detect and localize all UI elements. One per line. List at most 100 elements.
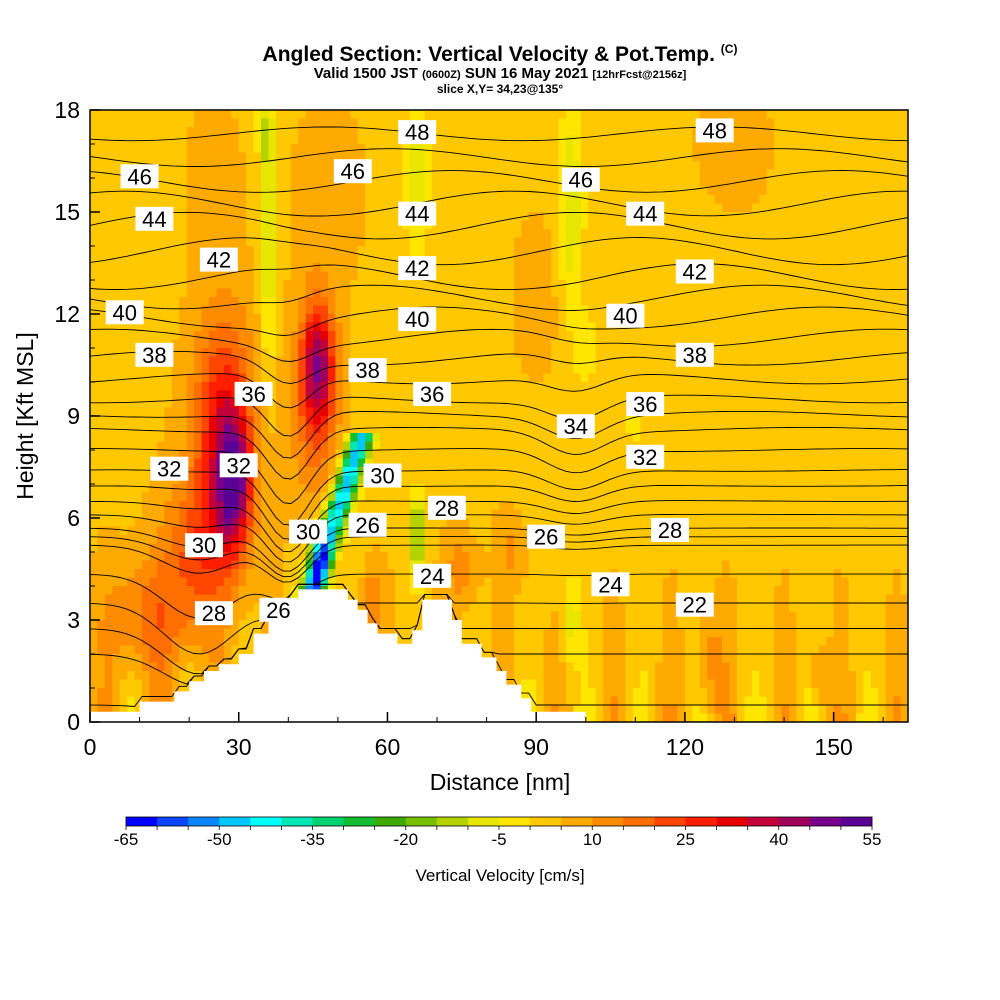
w-cell	[223, 399, 232, 409]
w-cell	[201, 195, 210, 205]
w-cell	[789, 220, 798, 230]
w-cell	[818, 382, 827, 392]
w-cell	[246, 297, 255, 307]
w-cell	[394, 229, 403, 239]
w-cell	[744, 118, 753, 128]
w-cell	[268, 118, 277, 128]
w-cell	[722, 314, 731, 324]
w-cell	[699, 212, 708, 222]
w-cell	[707, 450, 716, 460]
w-cell	[573, 229, 582, 239]
w-cell	[789, 246, 798, 256]
w-cell	[97, 314, 106, 324]
w-cell	[766, 484, 775, 494]
w-cell	[216, 127, 225, 137]
w-cell	[625, 254, 634, 264]
w-cell	[201, 314, 210, 324]
w-cell	[528, 450, 537, 460]
w-cell	[201, 229, 210, 239]
w-cell	[484, 314, 493, 324]
w-cell	[342, 118, 351, 128]
w-cell	[714, 356, 723, 366]
w-cell	[380, 237, 389, 247]
w-cell	[543, 399, 552, 409]
w-cell	[528, 127, 537, 137]
w-cell	[736, 475, 745, 485]
w-cell	[149, 271, 158, 281]
w-cell	[811, 348, 820, 358]
w-cell	[855, 186, 864, 196]
w-cell	[551, 458, 560, 468]
w-cell	[298, 297, 307, 307]
w-cell	[320, 441, 329, 451]
w-cell	[179, 118, 188, 128]
w-cell	[692, 203, 701, 213]
w-cell	[275, 229, 284, 239]
w-cell	[826, 161, 835, 171]
w-cell	[223, 237, 232, 247]
w-cell	[751, 382, 760, 392]
w-cell	[655, 135, 664, 145]
w-cell	[380, 450, 389, 460]
w-cell	[208, 339, 218, 349]
w-cell	[506, 263, 515, 273]
w-cell	[528, 458, 537, 468]
w-cell	[394, 195, 403, 205]
w-cell	[781, 127, 790, 137]
w-cell	[238, 356, 247, 366]
w-cell	[365, 390, 374, 400]
w-cell	[751, 484, 760, 494]
w-cell	[595, 450, 604, 460]
w-cell	[796, 280, 805, 290]
w-cell	[677, 246, 686, 256]
w-cell	[454, 288, 463, 298]
w-cell	[417, 144, 426, 154]
w-cell	[565, 458, 574, 468]
w-cell	[298, 161, 307, 171]
w-cell	[491, 203, 500, 213]
w-cell	[863, 118, 872, 128]
w-cell	[595, 373, 604, 383]
w-cell	[491, 433, 500, 443]
w-cell	[208, 348, 218, 358]
w-cell	[513, 127, 522, 137]
w-cell	[796, 195, 805, 205]
w-cell	[841, 467, 850, 477]
w-cell	[469, 314, 478, 324]
w-cell	[551, 441, 560, 451]
w-cell	[424, 339, 433, 349]
w-cell	[491, 365, 500, 375]
w-cell	[662, 186, 671, 196]
w-cell	[848, 314, 857, 324]
w-cell	[580, 331, 589, 341]
w-cell	[722, 195, 731, 205]
w-cell	[588, 399, 597, 409]
w-cell	[595, 237, 604, 247]
w-cell	[335, 373, 344, 383]
w-cell	[766, 110, 775, 120]
w-cell	[878, 467, 887, 477]
w-cell	[536, 152, 545, 162]
w-cell	[491, 305, 500, 315]
w-cell	[238, 237, 247, 247]
w-cell	[409, 229, 418, 239]
w-cell	[699, 246, 708, 256]
w-cell	[506, 339, 515, 349]
w-cell	[484, 433, 493, 443]
w-cell	[744, 280, 753, 290]
w-cell	[208, 195, 218, 205]
w-cell	[885, 212, 894, 222]
w-cell	[751, 118, 760, 128]
w-cell	[811, 373, 820, 383]
w-cell	[789, 280, 798, 290]
w-cell	[283, 399, 292, 409]
w-cell	[484, 339, 493, 349]
w-cell	[439, 135, 448, 145]
w-cell	[454, 169, 463, 179]
w-cell	[893, 203, 902, 213]
w-cell	[446, 314, 455, 324]
w-cell	[528, 390, 537, 400]
w-cell	[402, 390, 411, 400]
w-cell	[357, 237, 366, 247]
w-cell	[149, 373, 158, 383]
